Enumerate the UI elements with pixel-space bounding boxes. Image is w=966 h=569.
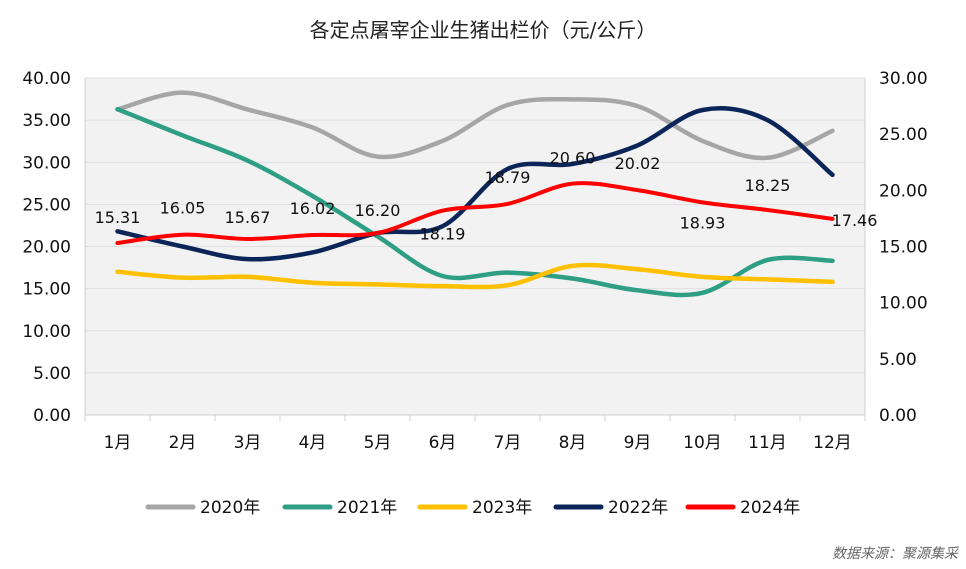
x-tick-label: 3月: [234, 433, 262, 453]
series-line-2023: [115, 262, 835, 290]
x-tick-label: 1月: [104, 433, 132, 453]
x-tick-label: 9月: [624, 433, 652, 453]
y-right-tick-label: 5.00: [879, 350, 917, 370]
x-tick-label: 11月: [748, 433, 787, 453]
x-tick-label: 10月: [683, 433, 722, 453]
y-left-tick-label: 0.00: [33, 406, 71, 426]
y-right-tick-label: 25.00: [879, 125, 928, 145]
y-left-tick-label: 10.00: [22, 322, 71, 342]
legend-label: 2022年: [608, 498, 668, 518]
data-labels: 15.31 16.05 15.67 16.02 16.20 18.19 18.79 20.60…: [95, 149, 878, 244]
y-left-tick-label: 25.00: [22, 195, 71, 215]
legend: 2020年 2021年 2023年 2022年 2024年: [145, 498, 800, 518]
chart-title: 各定点屠宰企业生猪出栏价（元/公斤）: [309, 18, 657, 42]
x-tick-label: 6月: [429, 433, 457, 453]
series-line-2022: [115, 106, 835, 262]
legend-label: 2024年: [740, 498, 800, 518]
data-label-2024: 18.93: [680, 213, 726, 232]
data-label-2024: 16.02: [290, 199, 336, 218]
x-axis: 1月 2月 3月 4月 5月 6月 7月 8月 9月 10月 11月 12月: [104, 433, 852, 453]
x-tick-label: 8月: [559, 433, 587, 453]
y-axis-left: 0.00 5.00 10.00 15.00 20.00 25.00 30.00 35.00 40…: [22, 69, 71, 426]
x-tick-label: 4月: [299, 433, 327, 453]
y-right-tick-label: 10.00: [879, 294, 928, 314]
data-label-2024: 16.05: [160, 199, 206, 218]
data-label-2024: 18.25: [745, 176, 791, 195]
series-line-2024: [115, 181, 835, 246]
series-line-2020: [115, 90, 835, 161]
x-tick-label: 7月: [494, 433, 522, 453]
y-left-tick-label: 30.00: [22, 153, 71, 173]
data-label-2024: 15.67: [225, 208, 271, 227]
y-left-tick-label: 35.00: [22, 111, 71, 131]
x-tick-label: 2月: [169, 433, 197, 453]
data-label-2024: 15.31: [95, 208, 141, 227]
y-axis-right: 0.00 5.00 10.00 15.00 20.00 25.00 30.00: [879, 69, 928, 426]
legend-label: 2021年: [337, 498, 397, 518]
y-left-tick-label: 20.00: [22, 238, 71, 258]
y-left-tick-label: 40.00: [22, 69, 71, 89]
y-left-tick-label: 15.00: [22, 280, 71, 300]
data-label-2024: 17.46: [832, 211, 878, 230]
legend-label: 2020年: [200, 498, 260, 518]
data-label-2024: 18.19: [420, 225, 466, 244]
data-label-2024: 16.20: [355, 201, 401, 220]
y-right-tick-label: 15.00: [879, 238, 928, 258]
axis-lines: [84, 78, 866, 421]
data-label-2024: 20.60: [550, 149, 596, 168]
legend-label: 2023年: [472, 498, 532, 518]
y-right-tick-label: 20.00: [879, 181, 928, 201]
source-note: 数据来源：聚源集采: [832, 546, 958, 562]
y-left-tick-label: 5.00: [33, 364, 71, 384]
x-tick-label: 12月: [813, 433, 852, 453]
data-label-2024: 18.79: [485, 168, 531, 187]
series-lines: [115, 90, 835, 298]
x-tick-label: 5月: [364, 433, 392, 453]
data-label-2024: 20.02: [615, 154, 661, 173]
y-right-tick-label: 0.00: [879, 406, 917, 426]
y-right-tick-label: 30.00: [879, 69, 928, 89]
series-line-2021: [115, 106, 835, 298]
